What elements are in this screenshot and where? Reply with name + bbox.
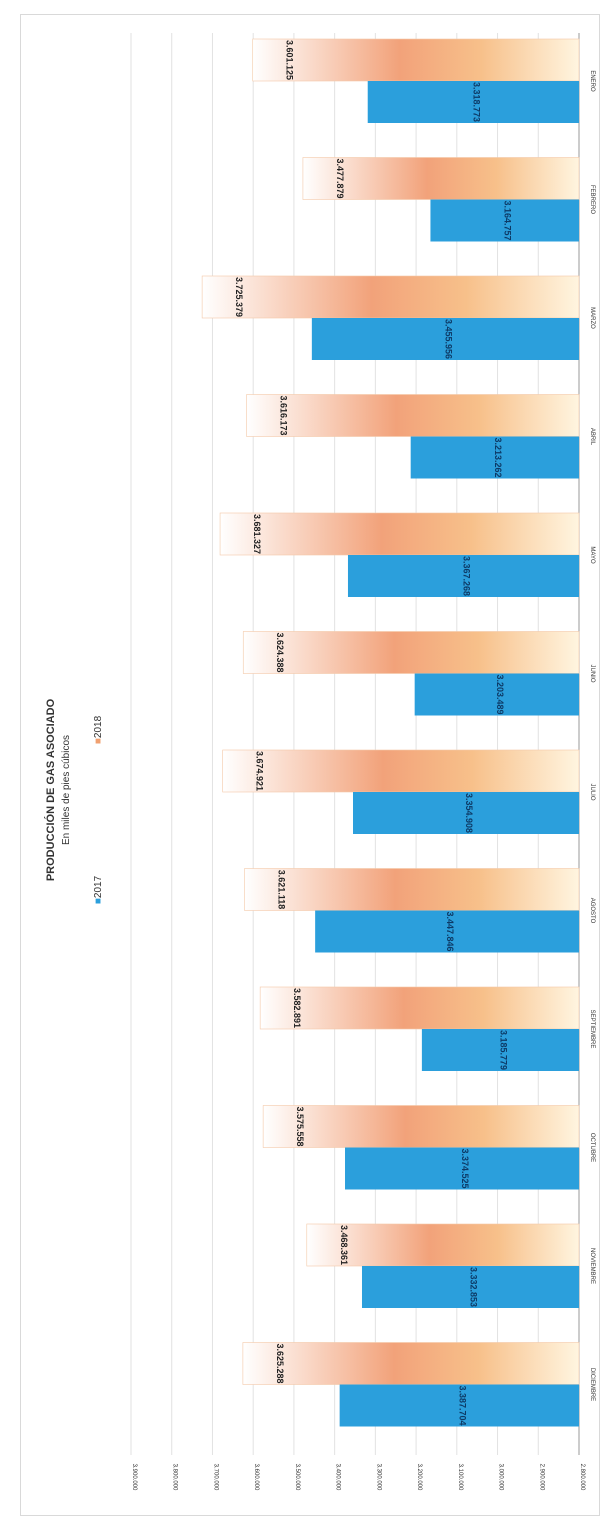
chart: 3.601.125 3.318.773 3.477.879 3.164.757 3.72… (44, 33, 595, 1491)
bar-2017 (315, 910, 579, 953)
chart-title: PRODUCCIÓN DE GAS ASOCIADO (44, 698, 57, 881)
data-label-2017: 3.185.779 (498, 1030, 508, 1070)
y-tick-label: 2.900.000 (538, 1464, 544, 1491)
bar-2017 (367, 81, 579, 123)
y-tick-label: 3.400.000 (335, 1464, 341, 1491)
data-label-2018: 3.601.125 (285, 40, 295, 80)
data-label-2018: 3.624.388 (275, 632, 285, 672)
data-label-2017: 3.367.268 (461, 556, 471, 596)
chart-subtitle: En miles de pies cúbicos (61, 735, 72, 845)
y-tick-label: 3.300.000 (375, 1464, 381, 1491)
data-label-2018: 3.681.327 (252, 514, 262, 554)
data-label-2018: 3.621.118 (277, 870, 287, 910)
x-category-label: AGOSTO (589, 898, 595, 924)
legend-label-2018: 2018 (93, 715, 104, 738)
y-tick-label: 3.900.000 (131, 1464, 137, 1491)
x-category-label: MARZO (589, 307, 595, 329)
data-label-2018: 3.582.891 (292, 988, 302, 1028)
x-category-label: NOVIEMBRE (589, 1248, 595, 1284)
y-tick-label: 3.700.000 (212, 1464, 218, 1491)
bar-2018 (219, 512, 580, 556)
bar-2017 (339, 1384, 579, 1427)
data-label-2017: 3.332.853 (468, 1267, 478, 1307)
legend-marker-2017: ■ (93, 898, 104, 904)
bar-2018 (252, 38, 580, 82)
bar-2017 (345, 1147, 579, 1190)
data-label-2018: 3.625.288 (275, 1343, 285, 1383)
x-category-label: SEPTIEMBRE (589, 1010, 595, 1049)
x-category-label: MAYO (589, 546, 595, 564)
bar-2017 (421, 1029, 579, 1071)
data-label-2018: 3.575.558 (295, 1106, 305, 1146)
data-label-2017: 3.455.956 (443, 319, 453, 359)
bar-2018 (201, 275, 580, 319)
data-label-2017: 3.354.908 (464, 793, 474, 833)
legend-marker-2018: ■ (93, 738, 104, 744)
y-tick-label: 3.100.000 (457, 1464, 463, 1491)
bar-2018 (306, 1223, 580, 1267)
data-label-2017: 3.447.846 (445, 911, 455, 951)
data-label-2018: 3.477.879 (335, 158, 345, 198)
x-category-label: JUNIO (589, 665, 595, 683)
legend-label-2017: 2017 (93, 875, 104, 898)
x-category-label: ENERO (589, 70, 595, 92)
data-label-2017: 3.213.262 (493, 437, 503, 477)
bar-2018 (242, 631, 580, 674)
data-label-2017: 3.387.704 (457, 1385, 467, 1425)
bar-2018 (242, 1342, 580, 1385)
legend-2018: ■2018 (93, 715, 104, 744)
y-tick-label: 3.200.000 (416, 1464, 422, 1491)
bar-2018 (302, 157, 580, 200)
x-category-label: JULIO (589, 783, 595, 800)
bar-2018 (244, 868, 580, 911)
y-tick-label: 3.600.000 (253, 1464, 259, 1491)
data-label-2018: 3.725.379 (234, 277, 244, 317)
bar-2017 (347, 555, 579, 597)
data-label-2017: 3.318.773 (471, 82, 481, 122)
x-category-label: OCTUBRE (589, 1133, 595, 1162)
bar-2017 (361, 1266, 579, 1308)
bar-2018 (222, 749, 580, 793)
y-tick-label: 3.500.000 (294, 1464, 300, 1491)
bar-2018 (259, 986, 580, 1030)
bar-2017 (430, 199, 579, 242)
x-category-label: FEBRERO (589, 185, 595, 214)
bar-2017 (414, 673, 579, 716)
bar-2018 (246, 394, 580, 437)
data-label-2017: 3.164.757 (503, 200, 513, 240)
chart-frame: 3.601.125 3.318.773 3.477.879 3.164.757 3.72… (20, 14, 600, 1516)
bar-2017 (311, 318, 579, 360)
legend-2017: ■2017 (93, 875, 104, 904)
bar-2017 (410, 436, 579, 479)
data-label-2018: 3.674.921 (255, 751, 265, 791)
data-label-2017: 3.203.489 (495, 674, 505, 714)
bar-2018 (262, 1105, 580, 1148)
x-category-label: ABRIL (589, 428, 595, 446)
data-label-2018: 3.468.361 (339, 1225, 349, 1265)
data-label-2018: 3.616.173 (279, 395, 289, 435)
data-label-2017: 3.374.525 (460, 1148, 470, 1188)
y-tick-label: 3.000.000 (498, 1464, 504, 1491)
y-tick-label: 3.800.000 (172, 1464, 178, 1491)
bar-2017 (353, 792, 579, 834)
x-category-label: DICIEMBRE (589, 1368, 595, 1401)
y-tick-label: 2.800.000 (579, 1464, 585, 1491)
